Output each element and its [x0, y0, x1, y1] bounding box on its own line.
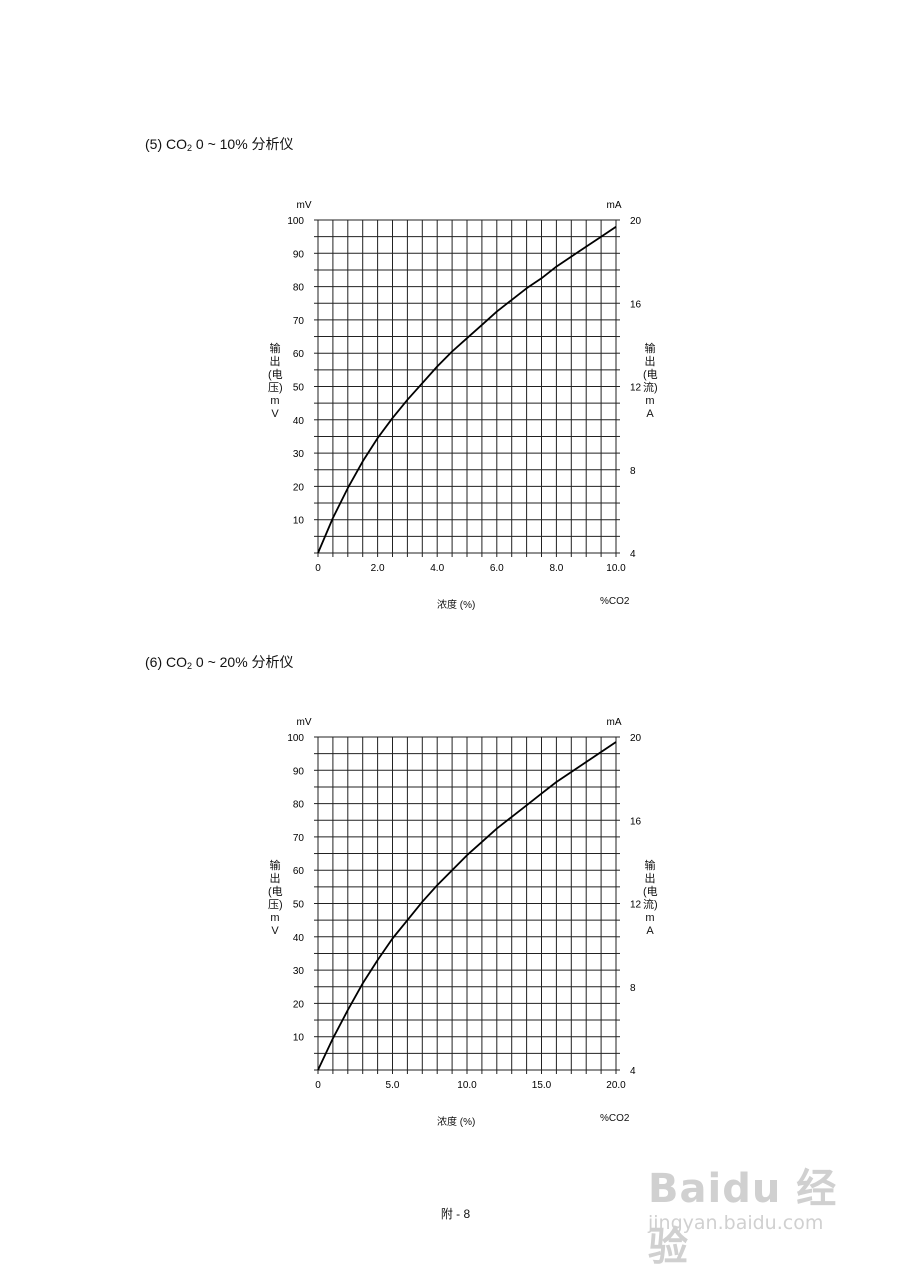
y2-tick-label: 16: [630, 299, 642, 310]
y-tick-label: 60: [293, 866, 305, 877]
title-subscript: 2: [187, 143, 193, 153]
chart-svg: mV mA 10 20 30 40 50 60 70 80 90 100 4 8 12 16 20 0 2.0 4.0…: [287, 200, 642, 574]
y2-tick-label: 4: [630, 549, 636, 560]
left-axis-label: 输出(电压)mV: [268, 343, 283, 420]
y2-tick-label: 20: [630, 733, 642, 744]
y2-tick-label: 8: [630, 983, 636, 994]
x-unit-label: %CO2: [600, 596, 630, 607]
x-tick-label: 15.0: [532, 1080, 552, 1091]
title-subscript: 2: [187, 661, 193, 671]
y-tick-label: 10: [293, 516, 305, 527]
y-tick-label: 50: [293, 383, 305, 394]
y2-tick-label: 4: [630, 1066, 636, 1077]
series-line: [317, 741, 617, 1071]
y-tick-label: 20: [293, 999, 305, 1010]
section-title-co2-10: (5) CO2 0 ~ 10% 分析仪: [145, 134, 294, 154]
y-tick-label: 60: [293, 349, 305, 360]
x-tick-label: 6.0: [490, 563, 504, 574]
watermark-main: Baidu 经验: [648, 1166, 838, 1270]
x-axis-label: 浓度 (%): [437, 1117, 476, 1128]
x-tick-label: 0: [315, 563, 321, 574]
baidu-watermark-logo: Baidu 经验 jingyan.baidu.com: [640, 1150, 860, 1270]
left-unit-label: mV: [297, 717, 312, 728]
y2-tick-label: 20: [630, 216, 642, 227]
y2-tick-label: 16: [630, 816, 642, 827]
watermark-url: jingyan.baidu.com: [648, 1212, 824, 1234]
y-tick-label: 20: [293, 482, 305, 493]
y-tick-label: 70: [293, 316, 305, 327]
right-unit-label: mA: [607, 717, 622, 728]
title-suffix: 0 ~ 20% 分析仪: [192, 654, 294, 670]
co2-10-chart: mV mA 10 20 30 40 50 60 70 80 90 100 4 8 12 16 20 0 2.0 4.0…: [0, 195, 911, 665]
x-tick-label: 8.0: [549, 563, 563, 574]
section-title-co2-20: (6) CO2 0 ~ 20% 分析仪: [145, 652, 294, 672]
right-axis-label: 输出(电流)mA: [643, 860, 658, 937]
right-axis-label: 输出(电流)mA: [643, 343, 658, 420]
y-tick-label: 100: [287, 216, 304, 227]
y2-tick-label: 12: [630, 900, 642, 911]
title-prefix: (5) CO: [145, 136, 187, 152]
x-axis-label: 浓度 (%): [437, 600, 476, 611]
y-tick-label: 80: [293, 283, 305, 294]
y-tick-label: 30: [293, 449, 305, 460]
x-tick-label: 10.0: [606, 563, 626, 574]
x-tick-label: 4.0: [430, 563, 444, 574]
x-tick-label: 2.0: [371, 563, 385, 574]
x-tick-label: 0: [315, 1080, 321, 1091]
series-line: [317, 225, 617, 554]
y-tick-label: 100: [287, 733, 304, 744]
x-tick-label: 5.0: [386, 1080, 400, 1091]
title-prefix: (6) CO: [145, 654, 187, 670]
y-tick-label: 30: [293, 966, 305, 977]
y-tick-label: 90: [293, 249, 305, 260]
y2-tick-label: 12: [630, 383, 642, 394]
y-tick-label: 70: [293, 833, 305, 844]
right-unit-label: mA: [607, 200, 622, 211]
y-tick-label: 10: [293, 1033, 305, 1044]
x-tick-label: 10.0: [457, 1080, 477, 1091]
x-unit-label: %CO2: [600, 1113, 630, 1124]
page-number: 附 - 8: [440, 1207, 471, 1221]
y-tick-label: 40: [293, 416, 305, 427]
left-axis-label: 输出(电压)mV: [268, 860, 283, 937]
x-tick-label: 20.0: [606, 1080, 626, 1091]
y-tick-label: 90: [293, 766, 305, 777]
co2-20-chart: mV mA 10 20 30 40 50 60 70 80 90 100 4 8 12 16 20 0 5.0 10.…: [0, 712, 911, 1182]
y-tick-label: 50: [293, 900, 305, 911]
chart-svg: mV mA 10 20 30 40 50 60 70 80 90 100 4 8 12 16 20 0 5.0 10.…: [287, 717, 642, 1091]
title-suffix: 0 ~ 10% 分析仪: [192, 136, 294, 152]
y-tick-label: 80: [293, 800, 305, 811]
y-tick-label: 40: [293, 933, 305, 944]
y2-tick-label: 8: [630, 466, 636, 477]
left-unit-label: mV: [297, 200, 312, 211]
